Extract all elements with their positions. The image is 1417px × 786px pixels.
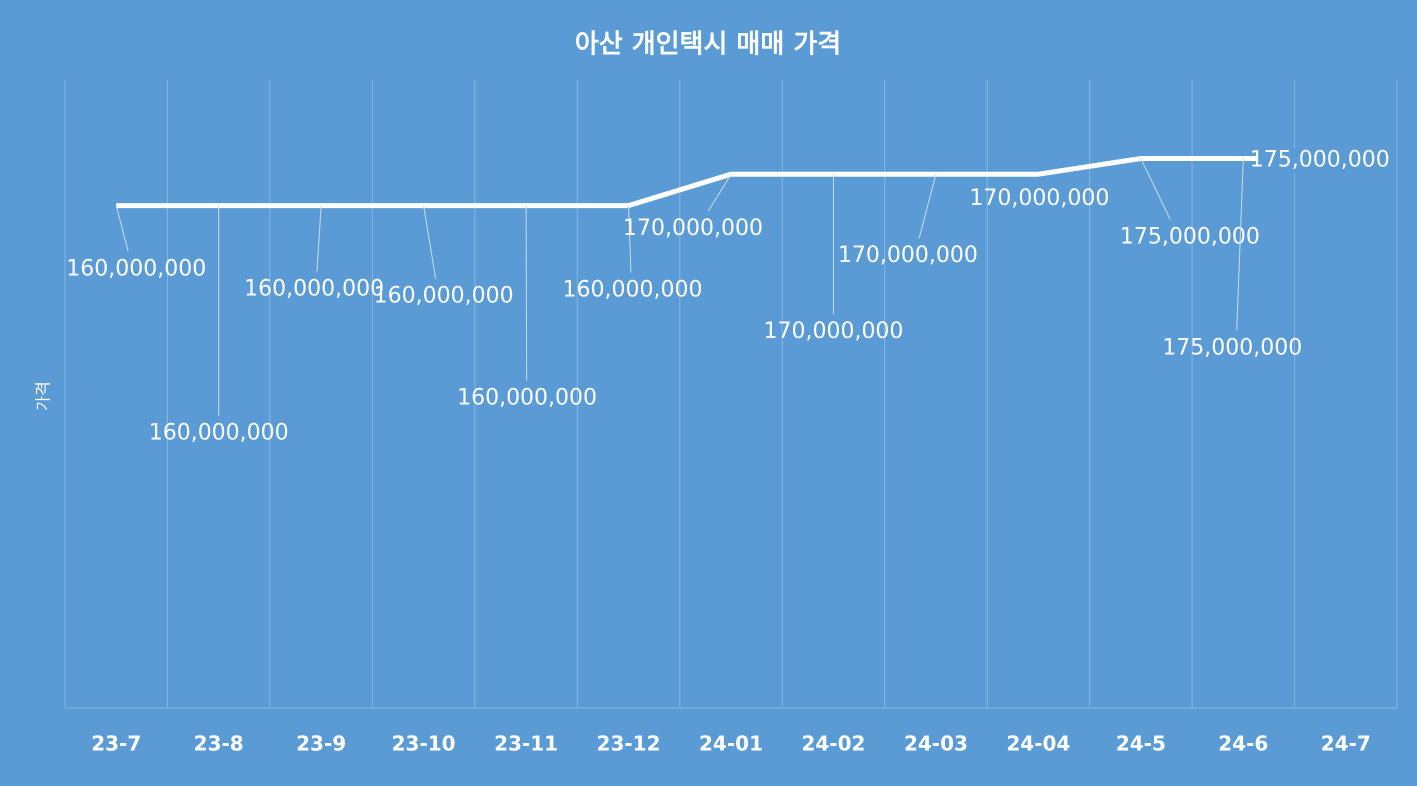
x-tick-label: 23-7: [91, 732, 141, 756]
leader-line: [918, 174, 937, 239]
leader-line: [628, 205, 632, 273]
leader-line: [1140, 158, 1171, 220]
x-tick-label: 23-11: [494, 732, 558, 756]
data-label: 175,000,000: [1162, 336, 1302, 361]
x-tick-label: 24-6: [1218, 732, 1268, 756]
x-tick-label: 24-04: [1006, 732, 1070, 756]
x-tick-label: 24-02: [801, 732, 865, 756]
x-tick-label: 23-9: [296, 732, 346, 756]
x-tick-label: 24-03: [904, 732, 968, 756]
x-tick-label: 23-10: [392, 732, 456, 756]
chart-title: 아산 개인택시 매매 가격: [575, 30, 841, 60]
leader-line: [525, 205, 528, 381]
data-label: 160,000,000: [149, 421, 289, 446]
leader-line: [316, 205, 322, 272]
data-label: 170,000,000: [763, 319, 903, 344]
data-label: 160,000,000: [66, 257, 206, 282]
data-label: 170,000,000: [838, 243, 978, 268]
data-label: 160,000,000: [457, 386, 597, 411]
data-label: 160,000,000: [563, 278, 703, 303]
leader-line: [423, 205, 437, 279]
data-label: 160,000,000: [374, 284, 514, 309]
x-tick-label: 24-7: [1321, 732, 1371, 756]
leader-line: [1236, 158, 1244, 331]
data-label: 175,000,000: [1120, 225, 1260, 250]
x-tick-label: 23-8: [194, 732, 244, 756]
data-label: 170,000,000: [623, 216, 763, 241]
x-tick-label: 24-01: [699, 732, 763, 756]
data-label: 160,000,000: [244, 277, 384, 302]
x-tick-label: 24-5: [1116, 732, 1166, 756]
leader-line: [707, 173, 732, 212]
leader-line: [115, 205, 129, 252]
data-label: 170,000,000: [969, 186, 1109, 211]
data-label: 175,000,000: [1250, 148, 1390, 173]
y-axis-label: 가격: [34, 381, 53, 410]
x-tick-label: 23-12: [597, 732, 661, 756]
label-background: [1257, 147, 1382, 174]
